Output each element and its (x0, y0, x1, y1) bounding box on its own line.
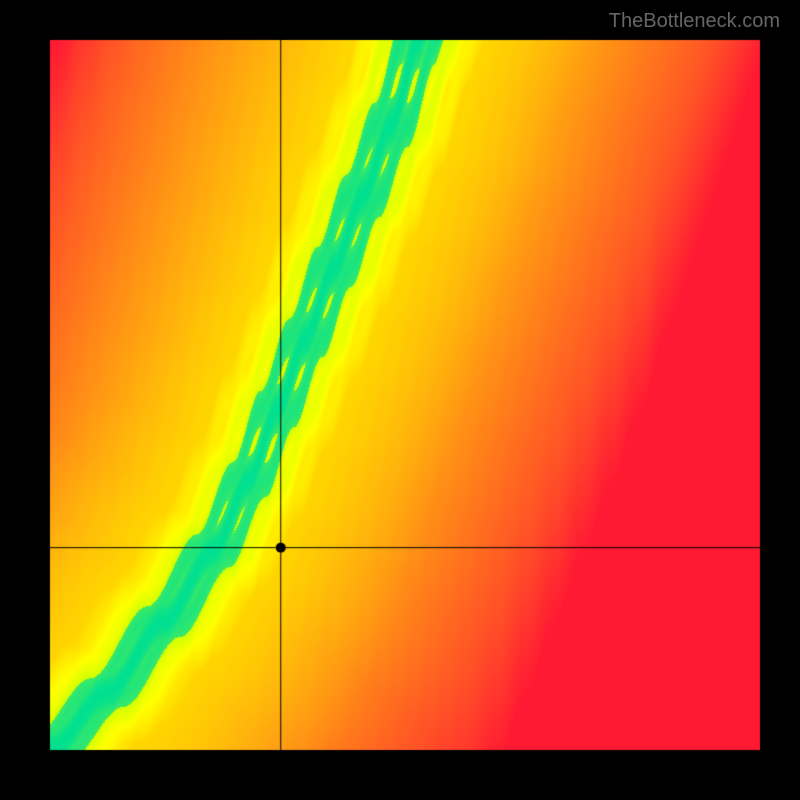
chart-container: TheBottleneck.com (0, 0, 800, 800)
heatmap-canvas (0, 0, 800, 800)
watermark-text: TheBottleneck.com (609, 10, 780, 33)
